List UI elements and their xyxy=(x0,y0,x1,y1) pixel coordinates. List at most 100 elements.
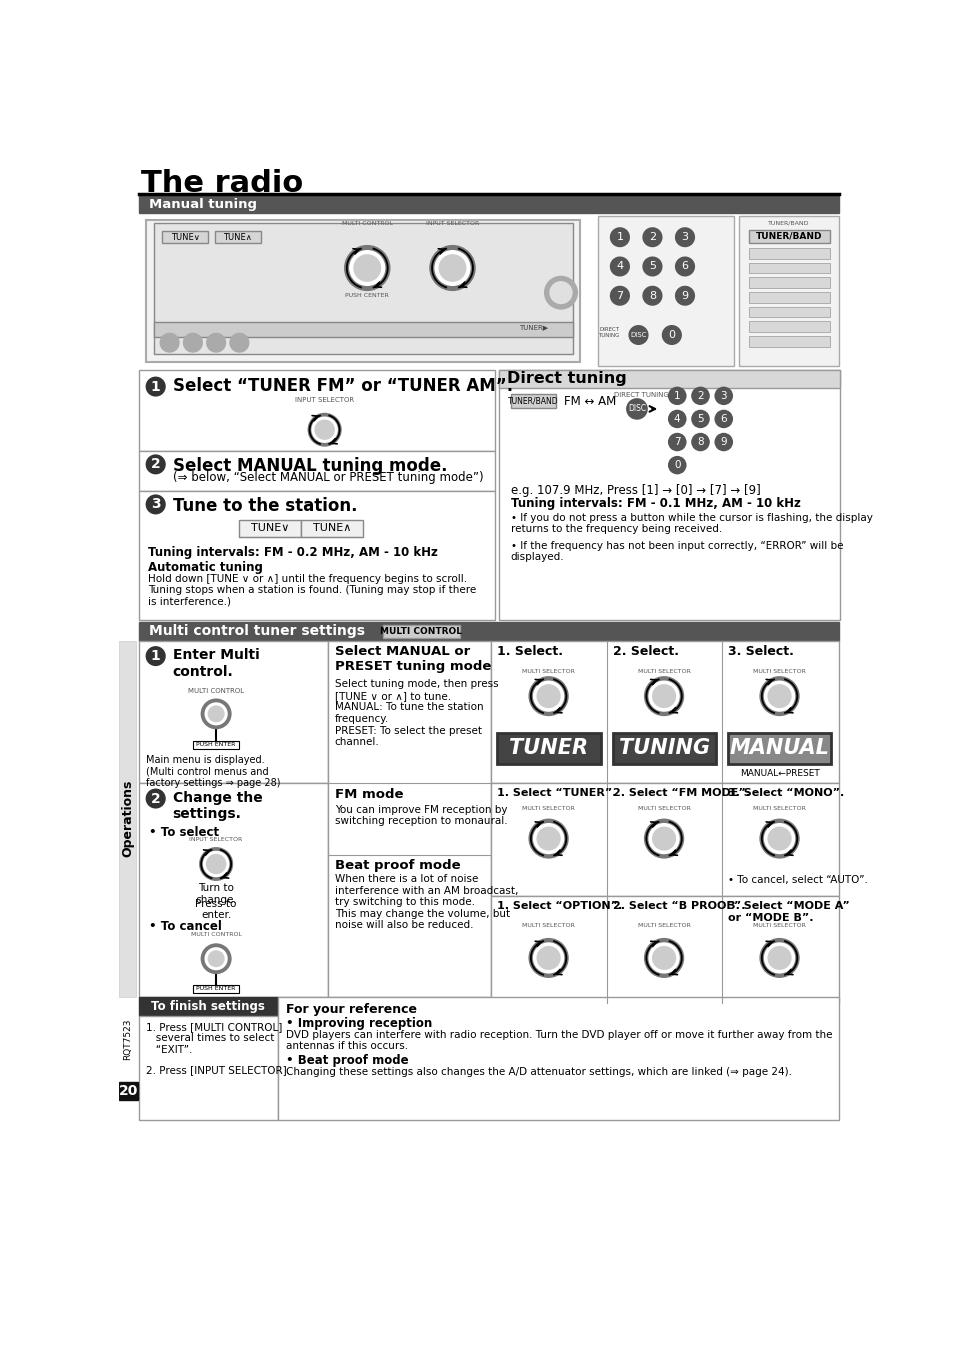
Circle shape xyxy=(204,702,228,725)
Text: MULTI SELECTOR: MULTI SELECTOR xyxy=(637,923,690,929)
Text: Operations: Operations xyxy=(121,780,134,857)
Circle shape xyxy=(528,677,568,716)
Circle shape xyxy=(648,681,679,712)
Circle shape xyxy=(146,376,166,396)
Text: INPUT SELECTOR: INPUT SELECTOR xyxy=(190,837,242,842)
Text: MULTI SELECTOR: MULTI SELECTOR xyxy=(752,806,805,811)
Text: 0: 0 xyxy=(673,460,679,470)
Text: 5: 5 xyxy=(648,262,656,271)
Text: • Beat proof mode: • Beat proof mode xyxy=(286,1054,408,1068)
Circle shape xyxy=(206,333,226,353)
Text: 2. Select “B PROOF”.: 2. Select “B PROOF”. xyxy=(612,900,744,911)
Bar xyxy=(748,278,829,288)
Circle shape xyxy=(641,228,661,247)
Text: MANUAL←PRESET: MANUAL←PRESET xyxy=(739,770,819,778)
Circle shape xyxy=(674,228,695,247)
Text: MULTI SELECTOR: MULTI SELECTOR xyxy=(752,923,805,929)
Circle shape xyxy=(146,789,166,809)
Bar xyxy=(193,741,239,748)
Text: Select MANUAL tuning mode.: Select MANUAL tuning mode. xyxy=(172,457,447,474)
Text: 6: 6 xyxy=(720,414,726,423)
Circle shape xyxy=(766,946,791,971)
Circle shape xyxy=(533,681,564,712)
Circle shape xyxy=(609,286,629,306)
Text: 3: 3 xyxy=(680,232,688,243)
Text: MULTI SELECTOR: MULTI SELECTOR xyxy=(521,923,575,929)
Circle shape xyxy=(146,646,166,666)
Circle shape xyxy=(353,255,381,282)
Text: TUNER▶: TUNER▶ xyxy=(518,325,548,330)
Circle shape xyxy=(146,495,166,515)
Text: 4: 4 xyxy=(616,262,623,271)
Bar xyxy=(162,231,208,244)
Text: MULTI CONTROL: MULTI CONTROL xyxy=(341,221,393,226)
Circle shape xyxy=(199,847,233,882)
Text: 2: 2 xyxy=(151,457,160,472)
Circle shape xyxy=(667,387,686,406)
Text: PUSH CENTER: PUSH CENTER xyxy=(345,293,389,298)
Circle shape xyxy=(759,677,799,716)
Text: When there is a lot of noise
interference with an AM broadcast,
try switching to: When there is a lot of noise interferenc… xyxy=(335,874,517,930)
Text: 1: 1 xyxy=(616,232,622,243)
Bar xyxy=(728,733,831,764)
Bar xyxy=(491,640,839,783)
Text: • Improving reception: • Improving reception xyxy=(286,1018,432,1030)
Text: e.g. 107.9 MHz, Press [1] → [0] → [7] → [9]: e.g. 107.9 MHz, Press [1] → [0] → [7] → … xyxy=(510,484,760,496)
Circle shape xyxy=(434,249,470,286)
Text: Select MANUAL or
PRESET tuning mode: Select MANUAL or PRESET tuning mode xyxy=(335,646,491,673)
Text: MULTI CONTROL: MULTI CONTROL xyxy=(191,931,241,937)
Text: 5: 5 xyxy=(697,414,703,423)
Bar xyxy=(278,998,839,1120)
Circle shape xyxy=(549,282,572,305)
Text: Automatic tuning: Automatic tuning xyxy=(148,561,262,574)
Circle shape xyxy=(344,245,390,291)
Bar xyxy=(328,640,491,998)
Bar xyxy=(612,733,716,764)
Text: (⇒ below, “Select MANUAL or PRESET tuning mode”): (⇒ below, “Select MANUAL or PRESET tunin… xyxy=(172,470,483,484)
Bar xyxy=(301,520,363,537)
Text: MANUAL: MANUAL xyxy=(729,739,828,759)
Circle shape xyxy=(643,818,683,859)
Text: Tune to the station.: Tune to the station. xyxy=(172,496,356,515)
Text: Enter Multi
control.: Enter Multi control. xyxy=(172,648,259,678)
Circle shape xyxy=(609,228,629,247)
Text: Tuning intervals: FM - 0.2 MHz, AM - 10 kHz: Tuning intervals: FM - 0.2 MHz, AM - 10 … xyxy=(148,546,437,559)
Text: Press to
enter.: Press to enter. xyxy=(195,899,236,921)
Circle shape xyxy=(714,387,732,406)
Text: 9: 9 xyxy=(720,437,726,448)
Circle shape xyxy=(759,938,799,977)
Bar xyxy=(146,220,579,363)
Bar xyxy=(138,450,495,491)
Bar xyxy=(138,998,278,1015)
Circle shape xyxy=(641,286,661,306)
Bar xyxy=(154,322,572,337)
Bar xyxy=(748,229,829,244)
Text: Change the
settings.: Change the settings. xyxy=(172,791,262,821)
Circle shape xyxy=(641,256,661,276)
Circle shape xyxy=(651,826,676,851)
Text: 3: 3 xyxy=(151,497,160,511)
Bar xyxy=(239,520,301,537)
Circle shape xyxy=(314,419,335,439)
Text: 7: 7 xyxy=(673,437,679,448)
Bar xyxy=(598,216,733,365)
Text: Select tuning mode, then press
[TUNE ∨ or ∧] to tune.
MANUAL: To tune the statio: Select tuning mode, then press [TUNE ∨ o… xyxy=(335,679,497,747)
Text: TUNER/BAND: TUNER/BAND xyxy=(507,396,558,406)
Circle shape xyxy=(766,826,791,851)
Circle shape xyxy=(763,942,795,973)
Text: 0: 0 xyxy=(668,330,675,340)
Text: • To select: • To select xyxy=(150,825,219,838)
Circle shape xyxy=(648,824,679,855)
Text: 1: 1 xyxy=(151,650,160,663)
Bar xyxy=(138,640,328,783)
Text: DISC: DISC xyxy=(630,332,646,338)
Circle shape xyxy=(536,946,560,971)
Text: RQT7523: RQT7523 xyxy=(123,1019,132,1061)
Circle shape xyxy=(763,824,795,855)
Text: TUNE∧: TUNE∧ xyxy=(313,523,352,534)
Circle shape xyxy=(625,398,647,419)
Text: Hold down [TUNE ∨ or ∧] until the frequency begins to scroll.
Tuning stops when : Hold down [TUNE ∨ or ∧] until the freque… xyxy=(148,574,476,607)
Bar xyxy=(498,369,840,388)
Circle shape xyxy=(206,853,226,874)
Bar xyxy=(119,640,136,998)
